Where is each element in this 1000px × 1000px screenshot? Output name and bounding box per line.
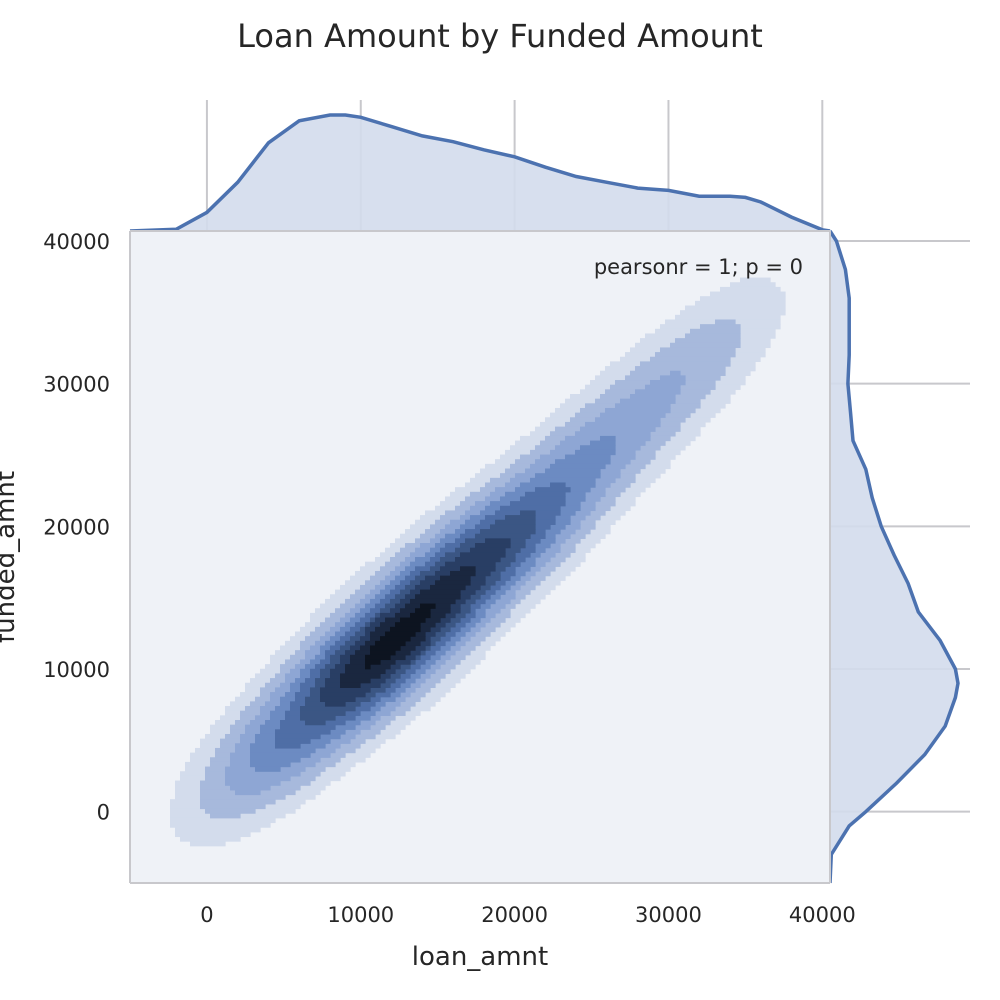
top-marginal-curve (129, 113, 831, 233)
x-tick-label: 10000 (327, 903, 394, 927)
x-tick-label: 20000 (481, 903, 548, 927)
right-marginal-curve (828, 230, 960, 884)
kde-contour-layers (170, 277, 786, 847)
y-tick-label: 20000 (43, 515, 110, 539)
y-tick-label: 30000 (43, 373, 110, 397)
top-marginal-plot (129, 100, 831, 233)
x-axis-ticks: 0 10000 20000 30000 40000 (200, 903, 855, 927)
y-axis-label: funded_amnt (0, 471, 21, 643)
right-marginal-plot (828, 230, 970, 884)
kde-level-9 (365, 603, 436, 670)
x-axis-label: loan_amnt (412, 942, 548, 972)
y-tick-label: 40000 (43, 230, 110, 254)
x-tick-label: 30000 (635, 903, 702, 927)
chart-title: Loan Amount by Funded Amount (237, 17, 763, 55)
pearson-annotation: pearsonr = 1; p = 0 (594, 255, 803, 279)
y-axis-ticks: 0 10000 20000 30000 40000 (43, 230, 110, 825)
x-tick-label: 0 (200, 903, 213, 927)
top-marginal-fill (130, 115, 830, 231)
y-tick-label: 0 (97, 801, 110, 825)
y-tick-label: 10000 (43, 658, 110, 682)
x-tick-label: 40000 (789, 903, 856, 927)
